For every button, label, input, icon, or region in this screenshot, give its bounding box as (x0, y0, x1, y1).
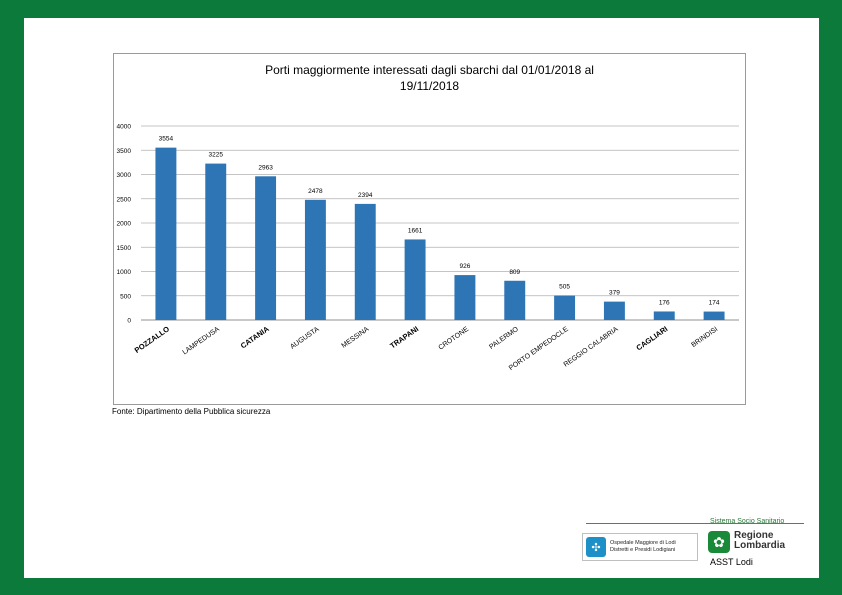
footer-logos: Sistema Socio Sanitario ✣ Ospedale Maggi… (580, 518, 820, 591)
data-label: 174 (709, 300, 720, 307)
y-tick-label: 2000 (117, 221, 132, 228)
data-label: 505 (559, 284, 570, 291)
x-tick-label: CATANIA (239, 324, 271, 350)
bar (304, 199, 326, 320)
divider (586, 523, 804, 524)
bar (554, 295, 576, 320)
y-tick-label: 500 (120, 293, 131, 300)
bar (653, 311, 675, 320)
y-tick-label: 3000 (117, 172, 132, 179)
source-note: Fonte: Dipartimento della Pubblica sicur… (112, 407, 271, 416)
data-label: 379 (609, 290, 620, 297)
data-label: 809 (509, 269, 520, 276)
bar (454, 275, 476, 320)
chart-area: Porti maggiormente interessati dagli sba… (113, 53, 746, 405)
hospital-logo: ✣ Ospedale Maggiore di Lodi Distretti e … (582, 533, 698, 561)
chart-title-line-2: 19/11/2018 (399, 79, 460, 93)
bar (404, 239, 426, 320)
x-tick-label: TRAPANI (388, 324, 420, 350)
slide: Porti maggiormente interessati dagli sba… (24, 18, 819, 578)
y-tick-label: 4000 (117, 124, 132, 131)
x-tick-label: PALERMO (488, 326, 520, 351)
data-label: 1661 (408, 227, 423, 234)
data-label: 2963 (258, 164, 273, 171)
x-tick-label: CAGLIARI (635, 324, 670, 352)
hospital-emblem-icon: ✣ (586, 537, 606, 557)
hospital-subtitle: Distretti e Presidi Lodigiani (610, 547, 676, 553)
bar (155, 147, 177, 320)
y-tick-label: 0 (127, 318, 131, 325)
bar-chart: 0 500 1000 1500 2000 2500 3000 3500 4000 3554 POZZ… (117, 124, 739, 372)
region-logo: ✿ Regione Lombardia (708, 531, 785, 553)
data-label: 2478 (308, 188, 323, 195)
x-tick-label: MESSINA (341, 326, 371, 350)
x-tick-label: REGGIO CALABRIA (563, 326, 620, 369)
region-name-2: Lombardia (734, 540, 786, 551)
asst-label: ASST Lodi (710, 557, 753, 567)
bar (603, 301, 625, 320)
data-label: 926 (459, 263, 470, 270)
chart-title-line-1: Porti maggiormente interessati dagli sba… (265, 63, 594, 77)
y-tick-label: 1500 (117, 245, 132, 252)
data-label: 3225 (209, 152, 224, 159)
y-tick-label: 3500 (117, 148, 132, 155)
bar (205, 163, 227, 320)
bar (354, 203, 376, 320)
y-tick-label: 1000 (117, 269, 132, 276)
tagline: Sistema Socio Sanitario (710, 518, 785, 525)
x-tick-label: POZZALLO (133, 324, 171, 355)
region-name-1: Regione (734, 530, 774, 541)
rosa-camuna-icon: ✿ (708, 531, 730, 553)
x-tick-label: BRINDISI (690, 326, 719, 349)
x-tick-label: LAMPEDUSA (182, 326, 222, 357)
x-tick-label: AUGUSTA (289, 326, 321, 351)
data-label: 3554 (159, 136, 174, 143)
bar (703, 311, 725, 320)
x-tick-label: CROTONE (437, 326, 470, 352)
y-tick-label: 2500 (117, 196, 132, 203)
data-label: 176 (659, 299, 670, 306)
bar (255, 176, 277, 320)
chart-title: Porti maggiormente interessati dagli sba… (114, 62, 745, 94)
bar (504, 280, 526, 320)
hospital-name: Ospedale Maggiore di Lodi (610, 540, 676, 546)
data-label: 2394 (358, 192, 373, 199)
